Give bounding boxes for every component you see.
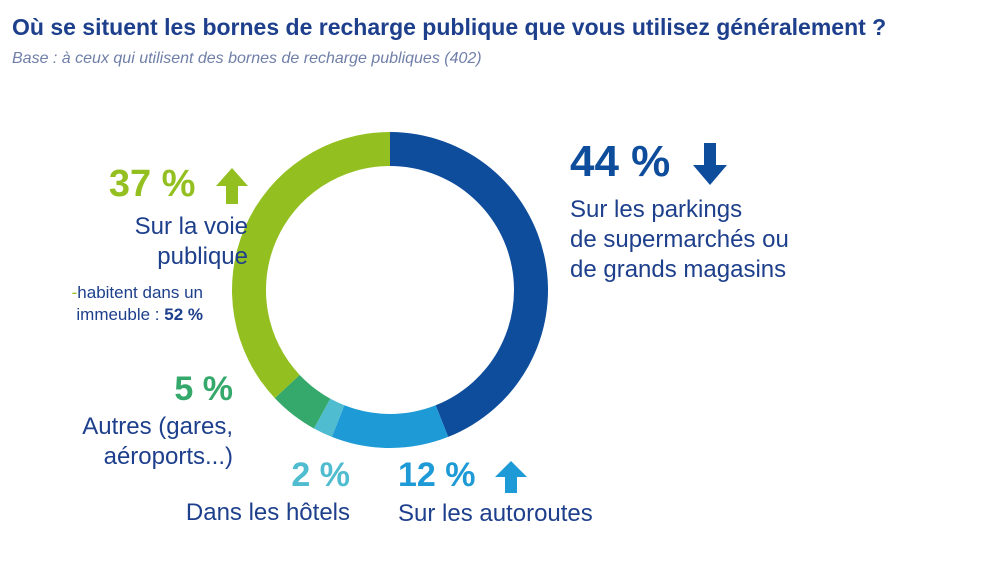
label-autres-line-1: Autres (gares, xyxy=(82,413,233,440)
value-parkings: 44 % xyxy=(570,137,671,186)
label-parkings: 44 % Sur les parkings de supermarchés ou… xyxy=(570,140,789,285)
label-autoroutes: 12 % Sur les autoroutes xyxy=(398,458,593,529)
label-hotels: 2 % Dans les hôtels xyxy=(160,458,350,528)
chart-title: Où se situent les bornes de recharge pub… xyxy=(12,14,887,40)
arrow-up-icon xyxy=(216,167,248,204)
label-voie-line-2: publique xyxy=(157,242,248,270)
annotation-line-1: habitent dans un xyxy=(77,283,203,302)
annotation-value: 52 % xyxy=(164,305,203,324)
value-voie: 37 % xyxy=(108,163,196,205)
arrow-down-icon xyxy=(692,143,727,186)
slice-voie xyxy=(232,132,390,399)
chart-subtitle: Base : à ceux qui utilisent des bornes d… xyxy=(12,50,482,67)
label-hotels-line-1: Dans les hôtels xyxy=(185,499,350,526)
slice-autoroutes xyxy=(331,405,449,448)
label-autres: 5 % Autres (gares, aéroports...) xyxy=(20,372,233,472)
label-voie: 37 % Sur la voie publique xyxy=(20,165,248,272)
value-autoroutes: 12 % xyxy=(398,456,476,494)
annotation-dash: - xyxy=(71,283,78,302)
label-autoroutes-line-1: Sur les autoroutes xyxy=(398,500,593,528)
slice-hotels xyxy=(313,398,345,437)
value-autres: 5 % xyxy=(174,370,233,408)
label-parkings-line-2: de supermarchés ou xyxy=(570,226,789,254)
label-autres-line-2: aéroports...) xyxy=(103,443,233,470)
slice-autres xyxy=(274,374,331,429)
arrow-up-icon xyxy=(494,461,527,494)
label-parkings-line-3: de grands magasins xyxy=(570,256,787,284)
label-voie-line-1: Sur la voie xyxy=(134,212,248,240)
annotation-immeuble: -habitent dans un immeuble : 52 % xyxy=(28,282,203,326)
value-hotels: 2 % xyxy=(291,456,350,494)
slice-parkings xyxy=(390,132,549,437)
annotation-line-2: immeuble : xyxy=(76,305,165,324)
label-parkings-line-1: Sur les parkings xyxy=(570,196,743,224)
